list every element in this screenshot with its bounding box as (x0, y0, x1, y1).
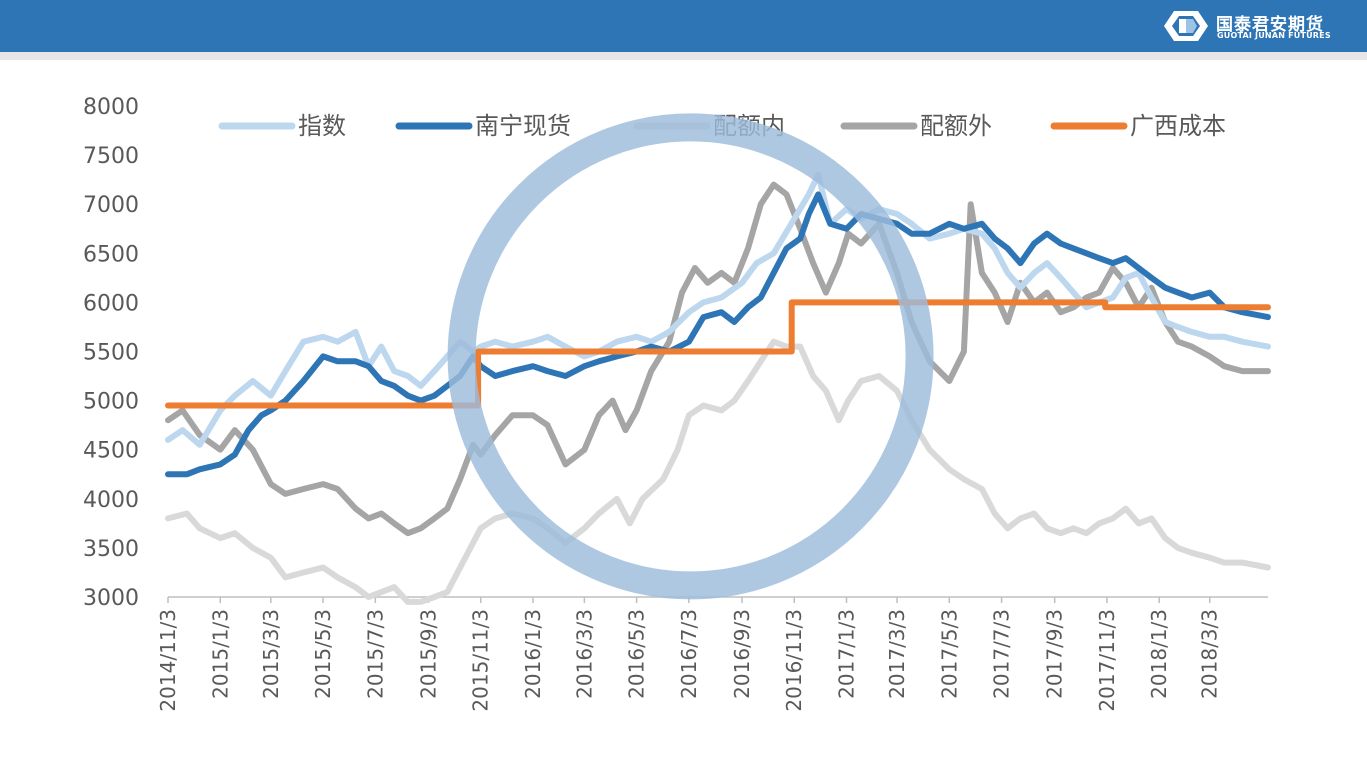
x-tick-label: 2016/7/3 (677, 609, 701, 699)
x-tick-label: 2016/11/3 (782, 609, 806, 712)
x-tick-label: 2016/9/3 (730, 609, 754, 699)
y-tick-label: 3000 (83, 586, 139, 611)
y-tick-label: 4000 (83, 488, 139, 513)
y-tick-label: 5500 (83, 341, 139, 366)
x-axis: 2014/11/3 2015/1/3 2015/3/3 2015/5/3 2015/7/… (156, 596, 1268, 712)
legend-label-1: 南宁现货 (475, 112, 571, 140)
y-tick-label: 7000 (83, 193, 139, 218)
x-tick-label: 2014/11/3 (156, 609, 180, 712)
x-tick-label: 2016/3/3 (572, 609, 596, 699)
company-logo: 国泰君安期货 GUOTAI JUNAN FUTURES (1162, 9, 1342, 43)
legend-label-3: 配额外 (920, 112, 992, 140)
series-line-4 (165, 299, 1271, 409)
y-tick-label: 6500 (83, 242, 139, 267)
x-tick-label: 2015/11/3 (469, 609, 493, 712)
x-tick-label: 2017/9/3 (1043, 609, 1067, 699)
series-line-2 (165, 338, 1271, 605)
x-tick-label: 2017/1/3 (835, 609, 859, 699)
x-tick-label: 2015/9/3 (416, 609, 440, 699)
x-tick-label: 2015/7/3 (363, 609, 387, 699)
x-tick-label: 2018/3/3 (1198, 609, 1222, 699)
y-tick-label: 4500 (83, 439, 139, 464)
logo-text-english: GUOTAI JUNAN FUTURES (1217, 31, 1331, 40)
x-tick-label: 2015/5/3 (311, 609, 335, 699)
x-tick-label: 2017/5/3 (937, 609, 961, 699)
header-divider (0, 52, 1367, 60)
legend-label-4: 广西成本 (1130, 112, 1226, 140)
highlight-overlay (447, 113, 934, 600)
x-tick-label: 2015/3/3 (259, 609, 283, 699)
series-group (165, 171, 1271, 605)
logo-hexagon-icon (1164, 11, 1208, 41)
y-axis: 3000 3500 4000 4500 5000 5500 6000 6500 7000 7500… (83, 95, 139, 611)
x-tick-label: 2016/1/3 (521, 609, 545, 699)
x-tick-label: 2015/1/3 (208, 609, 232, 699)
series-line-0 (165, 171, 1271, 448)
x-tick-label: 2018/1/3 (1147, 609, 1171, 699)
y-tick-label: 6000 (83, 291, 139, 316)
y-tick-label: 3500 (83, 537, 139, 562)
x-tick-label: 2017/11/3 (1095, 609, 1119, 712)
y-tick-label: 8000 (83, 95, 139, 120)
series-line-1 (165, 191, 1271, 478)
legend-label-0: 指数 (298, 112, 346, 140)
y-tick-label: 7500 (83, 144, 139, 169)
x-tick-label: 2017/7/3 (990, 609, 1014, 699)
header-bar (0, 0, 1367, 52)
x-tick-label: 2017/3/3 (885, 609, 909, 699)
logo-text-chinese: 国泰君安期货 (1216, 15, 1324, 35)
highlight-circle (447, 113, 934, 600)
y-tick-label: 5000 (83, 390, 139, 415)
x-tick-label: 2016/5/3 (625, 609, 649, 699)
